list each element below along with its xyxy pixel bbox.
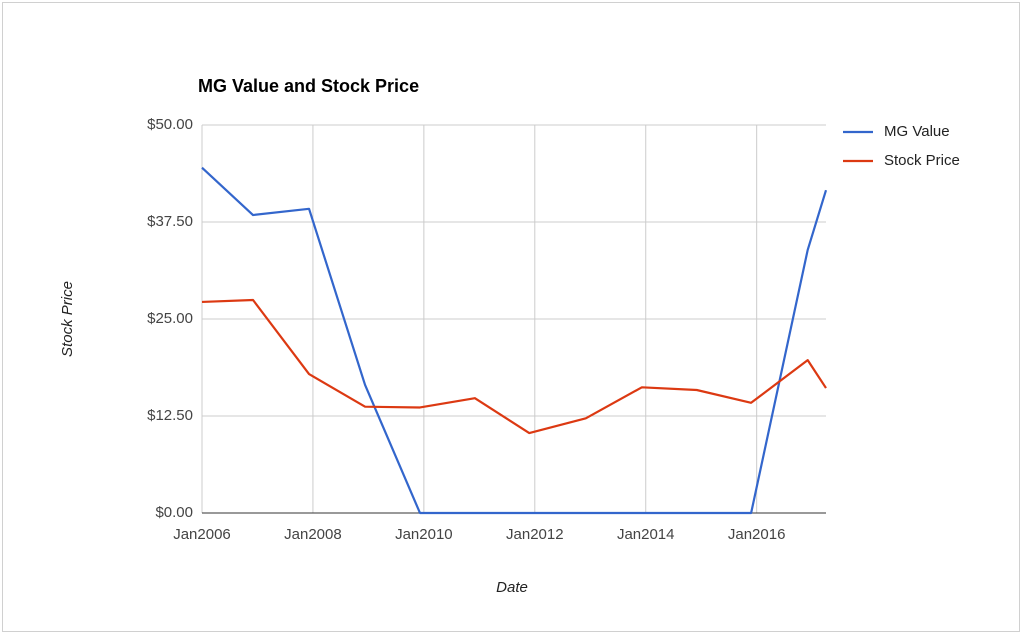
y-tick-label: $37.50 (147, 213, 193, 230)
x-tick-label: Jan2008 (284, 526, 342, 543)
legend-label: Stock Price (884, 152, 960, 169)
legend-label: MG Value (884, 123, 950, 140)
x-tick-label: Jan2010 (395, 526, 453, 543)
y-tick-label: $0.00 (155, 504, 193, 521)
x-tick-label: Jan2006 (173, 526, 231, 543)
x-tick-label: Jan2014 (617, 526, 675, 543)
x-tick-label: Jan2012 (506, 526, 564, 543)
series-line (201, 166, 828, 515)
series-line (201, 298, 827, 435)
x-axis-title: Date (496, 579, 528, 596)
x-tick-label: Jan2016 (728, 526, 786, 543)
y-tick-label: $25.00 (147, 310, 193, 327)
chart-title: MG Value and Stock Price (198, 76, 419, 96)
y-axis-title: Stock Price (59, 281, 76, 357)
y-tick-label: $12.50 (147, 407, 193, 424)
y-tick-label: $50.00 (147, 116, 193, 133)
